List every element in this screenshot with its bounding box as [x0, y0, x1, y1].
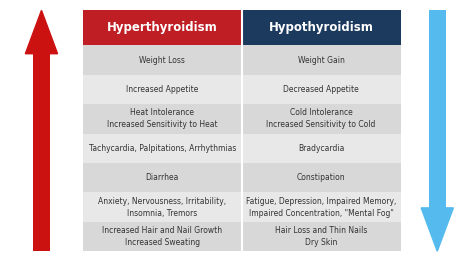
Text: Hypothyroidism: Hypothyroidism: [269, 21, 374, 34]
Text: Decreased Appetite: Decreased Appetite: [283, 85, 359, 94]
Text: Increased Hair and Nail Growth
Increased Sweating: Increased Hair and Nail Growth Increased…: [102, 226, 222, 247]
Text: Bradycardia: Bradycardia: [298, 144, 344, 153]
Text: Hyperthyroidism: Hyperthyroidism: [107, 21, 218, 34]
Text: Heat Intolerance
Increased Sensitivity to Heat: Heat Intolerance Increased Sensitivity t…: [107, 109, 218, 129]
Bar: [242, 10, 401, 45]
Text: Cold Intolerance
Increased Sensitivity to Cold: Cold Intolerance Increased Sensitivity t…: [266, 109, 376, 129]
Text: Weight Gain: Weight Gain: [298, 55, 345, 64]
Polygon shape: [25, 10, 58, 54]
Text: Fatigue, Depression, Impaired Memory,
Impaired Concentration, "Mental Fog": Fatigue, Depression, Impaired Memory, Im…: [246, 197, 396, 218]
Bar: [83, 192, 242, 222]
Text: Weight Loss: Weight Loss: [139, 55, 185, 64]
Text: Increased Appetite: Increased Appetite: [126, 85, 199, 94]
Text: Constipation: Constipation: [297, 173, 346, 182]
Text: Diarrhea: Diarrhea: [146, 173, 179, 182]
Bar: [242, 192, 401, 222]
Bar: [242, 75, 401, 104]
Bar: [242, 222, 401, 251]
Bar: [33, 54, 50, 251]
Bar: [83, 10, 242, 45]
Text: Hair Loss and Thin Nails
Dry Skin: Hair Loss and Thin Nails Dry Skin: [275, 226, 367, 247]
Bar: [83, 104, 242, 134]
Text: Tachycardia, Palpitations, Arrhythmias: Tachycardia, Palpitations, Arrhythmias: [89, 144, 236, 153]
Bar: [83, 222, 242, 251]
Text: Anxiety, Nervousness, Irritability,
Insomnia, Tremors: Anxiety, Nervousness, Irritability, Inso…: [98, 197, 227, 218]
Bar: [428, 10, 446, 208]
Polygon shape: [421, 208, 453, 251]
Bar: [242, 134, 401, 163]
Bar: [83, 45, 242, 75]
Bar: [242, 104, 401, 134]
Bar: [242, 163, 401, 192]
Bar: [242, 45, 401, 75]
Bar: [83, 75, 242, 104]
Bar: [83, 134, 242, 163]
Bar: [83, 163, 242, 192]
